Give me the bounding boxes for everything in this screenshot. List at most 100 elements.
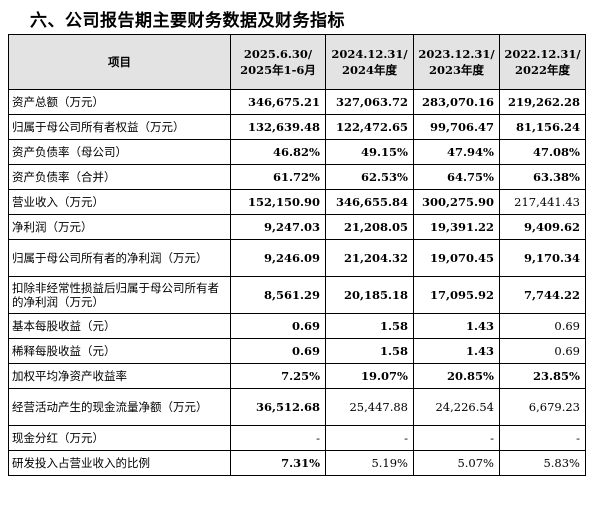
value-cell: 19.07% xyxy=(325,363,414,389)
table-row: 资产负债率（合并） 61.72% 62.53% 64.75% 63.38% xyxy=(8,164,586,190)
value-cell: 49.15% xyxy=(325,139,414,165)
row-label: 资产总额（万元） xyxy=(8,89,231,115)
value-cell: 5.83% xyxy=(499,450,586,476)
value-cell: 6,679.23 xyxy=(499,388,586,426)
value-cell: 20,185.18 xyxy=(325,276,414,314)
row-label: 净利润（万元） xyxy=(8,214,231,240)
value-cell: 36,512.68 xyxy=(230,388,326,426)
table-row: 净利润（万元） 9,247.03 21,208.05 19,391.22 9,4… xyxy=(8,214,586,240)
value-cell: 7.25% xyxy=(230,363,326,389)
value-cell: 132,639.48 xyxy=(230,114,326,140)
row-label: 营业收入（万元） xyxy=(8,189,231,215)
table-row: 资产总额（万元） 346,675.21 327,063.72 283,070.1… xyxy=(8,89,586,115)
table-row: 资产负债率（母公司） 46.82% 49.15% 47.94% 47.08% xyxy=(8,139,586,165)
value-cell: 9,246.09 xyxy=(230,239,326,277)
value-cell: 5.19% xyxy=(325,450,414,476)
header-period: 2022.12.31/ 2022年度 xyxy=(499,34,586,90)
header-period-range: 2023年度 xyxy=(428,63,484,77)
header-period-range: 2025年1-6月 xyxy=(240,63,316,77)
value-cell: 24,226.54 xyxy=(413,388,500,426)
value-cell: - xyxy=(325,425,414,451)
value-cell: 1.43 xyxy=(413,338,500,364)
value-cell: 0.69 xyxy=(230,338,326,364)
value-cell: 21,208.05 xyxy=(325,214,414,240)
table-header-row: 项目 2025.6.30/ 2025年1-6月 2024.12.31/ 2024… xyxy=(8,34,586,90)
value-cell: 7,744.22 xyxy=(499,276,586,314)
value-cell: 61.72% xyxy=(230,164,326,190)
header-period: 2023.12.31/ 2023年度 xyxy=(413,34,500,90)
value-cell: 63.38% xyxy=(499,164,586,190)
value-cell: 9,409.62 xyxy=(499,214,586,240)
table-row: 扣除非经常性损益后归属于母公司所有者的净利润（万元） 8,561.29 20,1… xyxy=(8,276,586,314)
value-cell: - xyxy=(230,425,326,451)
value-cell: 47.08% xyxy=(499,139,586,165)
value-cell: 346,675.21 xyxy=(230,89,326,115)
value-cell: 5.07% xyxy=(413,450,500,476)
value-cell: 1.58 xyxy=(325,313,414,339)
value-cell: 122,472.65 xyxy=(325,114,414,140)
header-period-date: 2022.12.31/ xyxy=(504,47,581,61)
table-row: 经营活动产生的现金流量净额（万元） 36,512.68 25,447.88 24… xyxy=(8,388,586,426)
header-period: 2025.6.30/ 2025年1-6月 xyxy=(230,34,326,90)
row-label: 现金分红（万元） xyxy=(8,425,231,451)
header-period-range: 2022年度 xyxy=(514,63,570,77)
value-cell: 23.85% xyxy=(499,363,586,389)
table-row: 研发投入占营业收入的比例 7.31% 5.19% 5.07% 5.83% xyxy=(8,450,586,476)
value-cell: 19,391.22 xyxy=(413,214,500,240)
value-cell: 46.82% xyxy=(230,139,326,165)
table-row: 归属于母公司所有者权益（万元） 132,639.48 122,472.65 99… xyxy=(8,114,586,140)
value-cell: 81,156.24 xyxy=(499,114,586,140)
value-cell: 1.43 xyxy=(413,313,500,339)
value-cell: 20.85% xyxy=(413,363,500,389)
value-cell: - xyxy=(413,425,500,451)
row-label: 资产负债率（母公司） xyxy=(8,139,231,165)
value-cell: 0.69 xyxy=(499,313,586,339)
value-cell: 327,063.72 xyxy=(325,89,414,115)
header-period-date: 2025.6.30/ xyxy=(243,47,313,61)
value-cell: 25,447.88 xyxy=(325,388,414,426)
row-label: 加权平均净资产收益率 xyxy=(8,363,231,389)
row-label: 归属于母公司所有者的净利润（万元） xyxy=(8,239,231,277)
table-row: 营业收入（万元） 152,150.90 346,655.84 300,275.9… xyxy=(8,189,586,215)
value-cell: 64.75% xyxy=(413,164,500,190)
value-cell: - xyxy=(499,425,586,451)
value-cell: 19,070.45 xyxy=(413,239,500,277)
header-period-date: 2023.12.31/ xyxy=(418,47,495,61)
value-cell: 217,441.43 xyxy=(499,189,586,215)
value-cell: 219,262.28 xyxy=(499,89,586,115)
value-cell: 99,706.47 xyxy=(413,114,500,140)
value-cell: 300,275.90 xyxy=(413,189,500,215)
financial-data-table: 项目 2025.6.30/ 2025年1-6月 2024.12.31/ 2024… xyxy=(8,34,586,476)
value-cell: 62.53% xyxy=(325,164,414,190)
table-row: 基本每股收益（元） 0.69 1.58 1.43 0.69 xyxy=(8,313,586,339)
row-label: 基本每股收益（元） xyxy=(8,313,231,339)
table-row: 归属于母公司所有者的净利润（万元） 9,246.09 21,204.32 19,… xyxy=(8,239,586,277)
section-heading: 六、公司报告期主要财务数据及财务指标 xyxy=(30,11,345,31)
value-cell: 9,170.34 xyxy=(499,239,586,277)
table-row: 现金分红（万元） - - - - xyxy=(8,425,586,451)
header-period-date: 2024.12.31/ xyxy=(331,47,408,61)
value-cell: 1.58 xyxy=(325,338,414,364)
row-label: 稀释每股收益（元） xyxy=(8,338,231,364)
value-cell: 17,095.92 xyxy=(413,276,500,314)
value-cell: 346,655.84 xyxy=(325,189,414,215)
value-cell: 0.69 xyxy=(499,338,586,364)
row-label: 扣除非经常性损益后归属于母公司所有者的净利润（万元） xyxy=(8,276,231,314)
value-cell: 8,561.29 xyxy=(230,276,326,314)
table-row: 加权平均净资产收益率 7.25% 19.07% 20.85% 23.85% xyxy=(8,363,586,389)
value-cell: 0.69 xyxy=(230,313,326,339)
value-cell: 21,204.32 xyxy=(325,239,414,277)
row-label: 资产负债率（合并） xyxy=(8,164,231,190)
row-label: 研发投入占营业收入的比例 xyxy=(8,450,231,476)
value-cell: 47.94% xyxy=(413,139,500,165)
value-cell: 283,070.16 xyxy=(413,89,500,115)
value-cell: 152,150.90 xyxy=(230,189,326,215)
value-cell: 7.31% xyxy=(230,450,326,476)
header-period: 2024.12.31/ 2024年度 xyxy=(325,34,414,90)
table-row: 稀释每股收益（元） 0.69 1.58 1.43 0.69 xyxy=(8,338,586,364)
header-period-range: 2024年度 xyxy=(341,63,397,77)
row-label: 归属于母公司所有者权益（万元） xyxy=(8,114,231,140)
value-cell: 9,247.03 xyxy=(230,214,326,240)
row-label: 经营活动产生的现金流量净额（万元） xyxy=(8,388,231,426)
header-item: 项目 xyxy=(8,34,231,90)
